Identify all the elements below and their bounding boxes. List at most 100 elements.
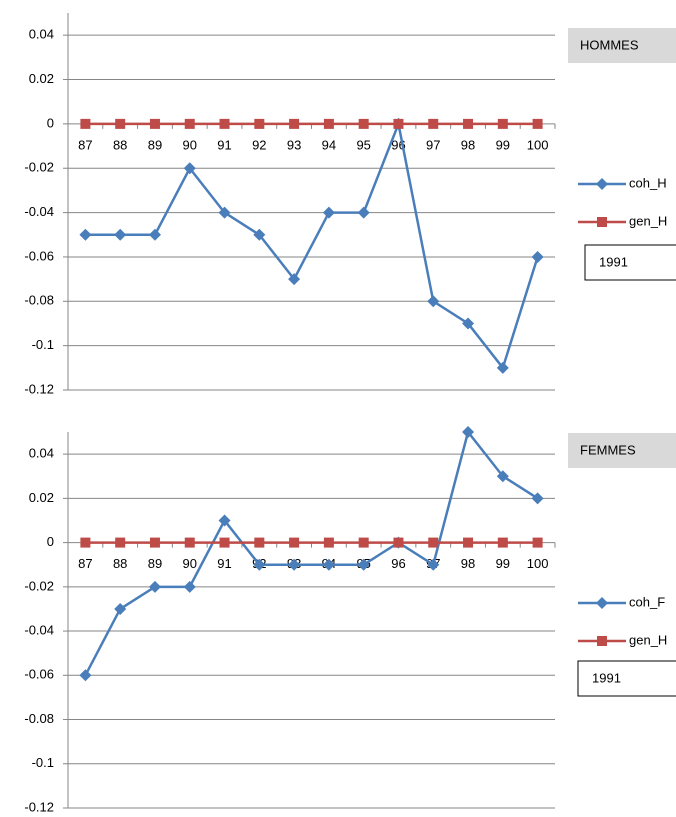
x-tick-label: 91 (217, 556, 231, 571)
y-tick-label: 0.02 (29, 71, 54, 86)
legend-label: gen_H (629, 632, 667, 647)
marker (80, 118, 91, 129)
marker (463, 118, 474, 129)
x-tick-label: 98 (461, 556, 475, 571)
marker (358, 118, 369, 129)
legend-label: coh_F (629, 594, 665, 609)
x-tick-label: 89 (148, 137, 162, 152)
marker (358, 537, 369, 548)
y-tick-label: 0.04 (29, 27, 54, 42)
marker (219, 537, 230, 548)
marker (289, 118, 300, 129)
marker (148, 228, 161, 241)
x-tick-label: 99 (496, 137, 510, 152)
y-tick-label: 0 (47, 534, 54, 549)
y-tick-label: -0.04 (24, 204, 54, 219)
marker (253, 228, 266, 241)
marker (79, 228, 92, 241)
x-tick-label: 89 (148, 556, 162, 571)
marker (496, 470, 509, 483)
title-box (568, 433, 676, 468)
marker (597, 636, 607, 646)
y-tick-label: -0.08 (24, 711, 54, 726)
marker (596, 597, 608, 609)
y-tick-label: -0.1 (32, 755, 54, 770)
x-tick-label: 87 (78, 137, 92, 152)
chart-title: FEMMES (580, 442, 636, 457)
marker (597, 217, 607, 227)
marker (114, 602, 127, 615)
marker (393, 118, 404, 129)
marker (497, 118, 508, 129)
legend-label: coh_H (629, 175, 667, 190)
x-tick-label: 87 (78, 556, 92, 571)
marker (497, 537, 508, 548)
y-tick-label: -0.08 (24, 293, 54, 308)
x-tick-label: 94 (322, 137, 336, 152)
x-tick-label: 99 (496, 556, 510, 571)
marker (254, 537, 265, 548)
y-tick-label: -0.06 (24, 667, 54, 682)
x-tick-label: 100 (527, 556, 549, 571)
annotation: 1991 (599, 254, 628, 269)
marker (148, 580, 161, 593)
series-line (84, 429, 539, 676)
x-tick-label: 98 (461, 137, 475, 152)
marker (289, 537, 300, 548)
marker (322, 206, 335, 219)
marker (496, 361, 509, 374)
marker (427, 558, 440, 571)
x-tick-label: 92 (252, 137, 266, 152)
x-tick-label: 91 (217, 137, 231, 152)
x-tick-label: 90 (183, 556, 197, 571)
marker (428, 537, 439, 548)
marker (323, 537, 334, 548)
y-tick-label: -0.1 (32, 337, 54, 352)
x-tick-label: 88 (113, 137, 127, 152)
marker (531, 492, 544, 505)
marker (79, 669, 92, 682)
annotation-box (577, 660, 676, 697)
marker (531, 250, 544, 263)
marker (357, 558, 370, 571)
marker (149, 118, 160, 129)
marker (115, 118, 126, 129)
marker (184, 118, 195, 129)
marker (288, 273, 301, 286)
marker (532, 118, 543, 129)
y-tick-label: 0 (47, 115, 54, 130)
marker (183, 162, 196, 175)
x-tick-label: 90 (183, 137, 197, 152)
marker (254, 118, 265, 129)
series-line (85, 119, 539, 371)
chart-title: HOMMES (580, 37, 639, 52)
x-tick-label: 93 (287, 137, 301, 152)
x-tick-label: 96 (391, 556, 405, 571)
marker (428, 118, 439, 129)
x-tick-label: 95 (356, 137, 370, 152)
marker (80, 537, 91, 548)
marker (357, 206, 370, 219)
marker (184, 537, 195, 548)
y-tick-label: -0.02 (24, 578, 54, 593)
marker (427, 295, 440, 308)
marker (114, 228, 127, 241)
y-tick-label: 0.02 (29, 490, 54, 505)
y-tick-label: -0.12 (24, 381, 54, 396)
marker (462, 426, 475, 438)
marker (532, 537, 543, 548)
annotation: 1991 (592, 670, 621, 685)
marker (253, 558, 266, 571)
marker (288, 558, 301, 571)
marker (322, 558, 335, 571)
marker (183, 580, 196, 593)
y-tick-label: -0.02 (24, 160, 54, 175)
x-tick-label: 88 (113, 556, 127, 571)
y-tick-label: -0.06 (24, 248, 54, 263)
annotation-box (584, 244, 676, 281)
x-tick-label: 97 (426, 137, 440, 152)
marker (462, 317, 475, 330)
marker (115, 537, 126, 548)
